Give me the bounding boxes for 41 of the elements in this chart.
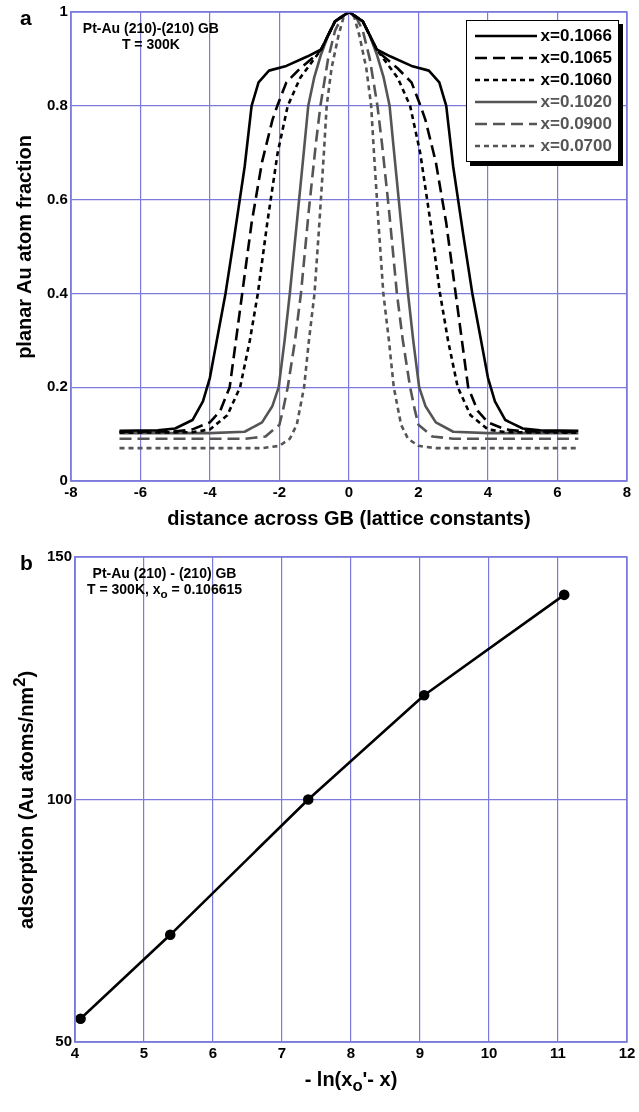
x-axis-title: - ln(x$_{o}$'- x): [304, 1068, 398, 1096]
y-tick-label: 0.4: [46, 283, 69, 301]
annotation: T = 300K: [120, 36, 181, 52]
x-tick-label: -4: [203, 483, 218, 501]
x-tick-label: 9: [415, 1044, 425, 1062]
y-tick-label: 1: [59, 2, 68, 20]
x-tick-label: 2: [414, 483, 423, 501]
x-tick-label: -6: [133, 483, 148, 501]
x-axis-title: distance across GB (lattice constants): [167, 507, 531, 530]
annotation: Pt-Au (210) - (210) GB: [91, 565, 238, 581]
x-tick-label: 12: [618, 1044, 636, 1062]
y-tick-label: 0: [59, 471, 68, 489]
chart-title: a: [20, 6, 32, 30]
y-tick-label: 50: [55, 1032, 73, 1050]
legend-label: x=0.1065: [540, 48, 612, 68]
annotation: Pt-Au (210)-(210) GB: [82, 20, 219, 36]
x-tick-label: 4: [483, 483, 493, 501]
legend-label: x=0.1020: [540, 92, 612, 112]
legend-label: x=0.0700: [540, 136, 612, 156]
y-tick-label: 0.8: [46, 95, 68, 113]
y-tick-label: 0.2: [46, 377, 68, 395]
x-tick-label: 7: [277, 1044, 287, 1062]
x-tick-label: 8: [346, 1044, 356, 1062]
x-tick-label: -2: [272, 483, 287, 501]
legend-label: x=0.0900: [540, 114, 612, 134]
x-tick-label: 6: [553, 483, 562, 501]
legend-label: x=0.1066: [540, 26, 612, 46]
x-tick-label: 11: [550, 1044, 566, 1062]
x-tick-label: 6: [208, 1044, 218, 1062]
y-tick-label: 0.6: [46, 189, 68, 207]
x-tick-label: 4: [70, 1044, 80, 1062]
y-tick-label: 100: [47, 789, 73, 807]
x-tick-label: 5: [139, 1044, 149, 1062]
y-tick-label: 150: [47, 547, 73, 565]
x-tick-label: 8: [622, 483, 632, 501]
legend-label: x=0.1060: [540, 70, 612, 90]
x-tick-label: 0: [344, 483, 354, 501]
y-axis-title: planar Au atom fraction: [12, 134, 36, 359]
chart-title: b: [20, 551, 33, 575]
x-tick-label: 10: [480, 1044, 498, 1062]
annotation: T = 300K, x$_{o}$ = 0.106615: [87, 581, 243, 602]
